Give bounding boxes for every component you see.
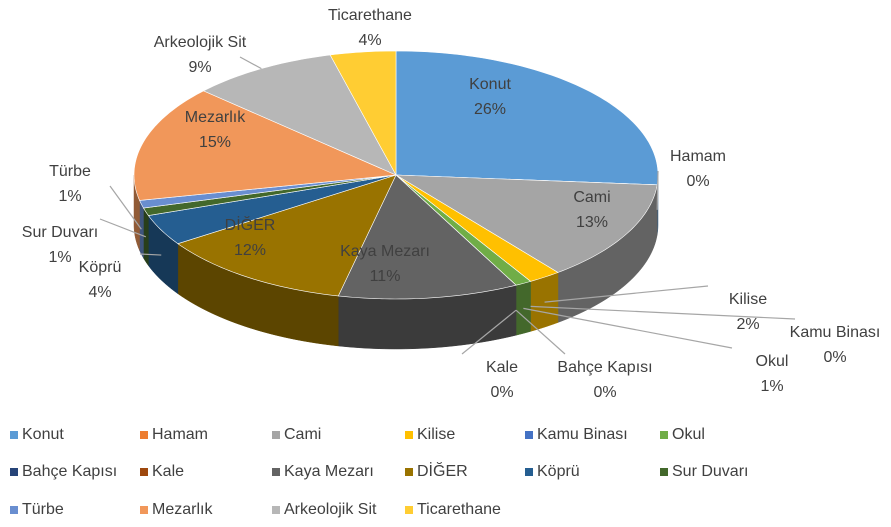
- legend-label: Bahçe Kapısı: [22, 463, 117, 480]
- data-label-name: Mezarlık: [185, 109, 246, 126]
- legend-label: Mezarlık: [152, 501, 213, 518]
- leader-line: [523, 307, 733, 349]
- legend-label: DİĞER: [417, 461, 468, 480]
- data-label-name: Konut: [469, 76, 511, 93]
- legend-swatch: [10, 506, 18, 514]
- leader-line: [515, 309, 566, 355]
- legend-swatch: [272, 506, 280, 514]
- legend-swatch: [10, 468, 18, 476]
- slice: [337, 174, 517, 300]
- legend-swatch: [660, 431, 668, 439]
- legend-label: Kaya Mezarı: [284, 463, 374, 480]
- slice: [202, 54, 397, 176]
- legend-swatch: [405, 468, 413, 476]
- slice: [177, 174, 397, 297]
- legend-swatch: [140, 431, 148, 439]
- legend-label: Kamu Binası: [537, 426, 628, 443]
- slice-side: [530, 272, 559, 332]
- pie-sides: [133, 174, 659, 350]
- data-label: 0%: [823, 349, 846, 366]
- data-label-name: Bahçe Kapısı: [557, 359, 652, 376]
- legend-swatch: [405, 431, 413, 439]
- data-label-name: Arkeolojik Sit: [154, 34, 247, 51]
- data-label-name: Ticarethane: [328, 7, 412, 24]
- data-label: 13%: [576, 214, 608, 231]
- leader-line: [139, 253, 162, 256]
- data-label-name: Sur Duvarı: [22, 224, 98, 241]
- legend-swatch: [525, 468, 533, 476]
- slice-side: [515, 281, 531, 336]
- data-label-name: Köprü: [79, 259, 122, 276]
- data-label-name: Kamu Binası: [790, 324, 881, 341]
- leader-line: [109, 185, 142, 230]
- data-label: 1%: [48, 249, 71, 266]
- data-label: 4%: [88, 284, 111, 301]
- leader-line: [461, 309, 517, 355]
- data-label-name: Hamam: [670, 148, 726, 165]
- legend: Konut Hamam Cami Kilise Kamu Binası Okul Bahçe…: [10, 426, 748, 518]
- leader-line: [544, 285, 709, 303]
- slice: [133, 90, 398, 201]
- slice-side: [139, 200, 144, 259]
- legend-swatch: [10, 431, 18, 439]
- data-label: 9%: [188, 59, 211, 76]
- legend-label: Sur Duvarı: [672, 463, 748, 480]
- data-label: 2%: [736, 316, 759, 333]
- data-label: 0%: [593, 384, 616, 401]
- data-label: 26%: [474, 101, 506, 118]
- legend-label: Köprü: [537, 463, 580, 480]
- legend-swatch: [525, 431, 533, 439]
- legend-swatch: [140, 468, 148, 476]
- legend-swatch: [660, 468, 668, 476]
- leader-line: [530, 305, 796, 320]
- legend-label: Okul: [672, 426, 705, 443]
- legend-label: Türbe: [22, 501, 64, 518]
- data-label-name: Kale: [486, 359, 518, 376]
- legend-swatch: [140, 506, 148, 514]
- leader-line: [239, 56, 262, 70]
- data-label: 1%: [58, 188, 81, 205]
- slice: [147, 174, 397, 245]
- legend-swatch: [405, 506, 413, 514]
- legend-swatch: [272, 468, 280, 476]
- data-label: 11%: [370, 268, 401, 285]
- slice: [395, 50, 659, 186]
- pie-tops: [133, 50, 659, 300]
- data-label: 0%: [490, 384, 513, 401]
- legend-label: Cami: [284, 426, 321, 443]
- legend-label: Kale: [152, 463, 184, 480]
- data-label: 1%: [760, 378, 783, 395]
- legend-label: Konut: [22, 426, 64, 443]
- data-label-name: Cami: [573, 189, 610, 206]
- data-label: 4%: [358, 32, 381, 49]
- legend-label: Arkeolojik Sit: [284, 501, 377, 518]
- data-label: 15%: [199, 134, 231, 151]
- data-label: 12%: [234, 242, 266, 259]
- leader-line: [656, 170, 659, 210]
- data-label-name: DİĞER: [225, 215, 276, 234]
- slice: [395, 174, 559, 282]
- data-label-name: Kilise: [729, 291, 767, 308]
- data-label-name: Okul: [756, 353, 789, 370]
- legend-label: Kilise: [417, 426, 455, 443]
- data-label-name: Türbe: [49, 163, 91, 180]
- data-label: 0%: [686, 173, 709, 190]
- slice: [329, 50, 397, 176]
- leader-line: [99, 218, 147, 238]
- legend-label: Hamam: [152, 426, 208, 443]
- legend-swatch: [272, 431, 280, 439]
- data-label-name: Kaya Mezarı: [340, 243, 430, 260]
- slice: [395, 174, 658, 273]
- legend-label: Ticarethane: [417, 501, 501, 518]
